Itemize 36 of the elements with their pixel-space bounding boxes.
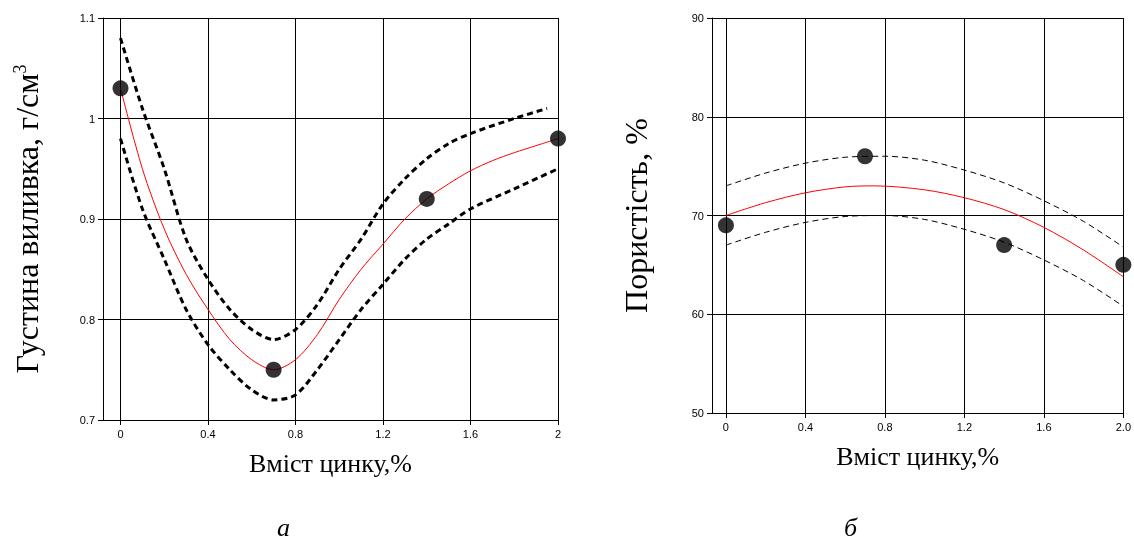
x-tick-label: 0.8 (287, 427, 304, 440)
point (857, 148, 874, 165)
y-tick-label: 50 (691, 407, 704, 419)
point (717, 217, 734, 234)
x-tick-label: 0.8 (877, 420, 893, 433)
y-tick-label: 0.7 (79, 414, 95, 426)
x-tick-label: 2.0 (1115, 420, 1131, 433)
x-tick-label: 2 (554, 427, 562, 440)
x-tick-label: 1.6 (1036, 420, 1052, 433)
y-tick-label: 0.9 (79, 213, 95, 225)
point (996, 237, 1013, 254)
y-axis-title: Густина виливка, г/см3 (9, 64, 45, 374)
x-tick-label: 1.2 (375, 427, 391, 440)
x-tick-label: 0 (117, 427, 124, 440)
text: б (843, 512, 858, 542)
y-axis-title: Пористість, % (618, 118, 654, 313)
point (550, 130, 566, 147)
y-tick-label: 1.1 (79, 12, 95, 24)
x-tick-label: 1.6 (462, 427, 479, 440)
x-tick-label: 0 (722, 420, 729, 433)
text: а (277, 512, 290, 542)
point (1115, 256, 1132, 273)
point (265, 361, 282, 378)
point (418, 190, 435, 207)
x-axis-title: Вміст цинку,% (249, 448, 412, 478)
x-axis-title: Вміст цинку,% (836, 441, 1000, 471)
x-tick-label: 0.4 (797, 420, 814, 433)
y-tick-label: 80 (691, 110, 704, 123)
x-tick-label: 1.2 (956, 420, 973, 433)
y-tick-label: 1 (88, 112, 95, 125)
y-tick-label: 0.8 (79, 313, 95, 326)
y-tick-label: 70 (691, 209, 704, 222)
y-tick-label: 60 (691, 308, 704, 321)
x-tick-label: 0.4 (200, 427, 216, 440)
point (112, 80, 129, 97)
y-tick-label: 90 (691, 12, 704, 24)
